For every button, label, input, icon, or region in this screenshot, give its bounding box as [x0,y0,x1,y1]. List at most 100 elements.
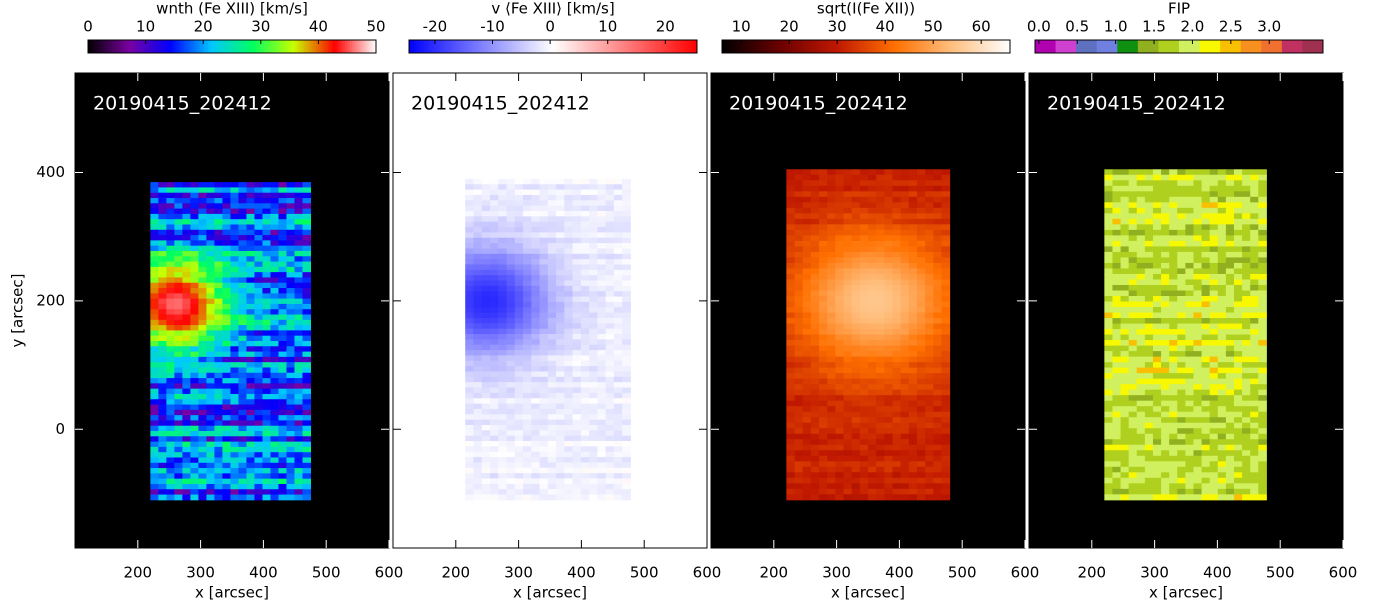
image-cell [909,318,918,324]
image-cell [246,389,255,395]
image-cell [254,410,263,416]
image-cell [606,409,615,415]
image-cell [230,304,239,310]
image-cell [302,447,311,453]
image-cell [606,361,615,367]
image-cell [581,243,590,249]
image-cell [523,200,532,206]
image-cell [465,398,474,404]
image-cell [795,213,804,219]
image-cell [206,315,215,321]
image-cell [1250,213,1259,219]
image-cell [302,182,311,188]
image-cell [507,302,516,308]
image-cell [933,290,942,296]
image-cell [465,307,474,313]
image-cell [933,368,942,374]
image-cell [1169,406,1178,412]
image-cell [589,457,598,463]
colorbar-segment [254,40,257,53]
image-cell [786,296,795,302]
image-cell [606,350,615,356]
image-cell [498,361,507,367]
image-cell [909,268,918,274]
image-cell [286,426,295,432]
image-cell [270,405,279,411]
image-cell [1145,395,1154,401]
image-cell [254,288,263,294]
image-cell [556,388,565,394]
image-cell [531,318,540,324]
image-cell [795,252,804,258]
image-cell [1121,263,1130,269]
image-cell [531,468,540,474]
image-cell [214,272,223,278]
image-cell [868,252,877,258]
image-cell [556,468,565,474]
image-cell [1226,257,1235,263]
image-cell [507,206,516,212]
image-cell [230,468,239,474]
image-area [786,169,950,500]
image-cell [564,361,573,367]
image-cell [498,446,507,452]
image-cell [1137,252,1146,258]
image-cell [490,297,499,303]
image-cell [941,241,950,247]
image-cell [597,313,606,319]
image-cell [884,235,893,241]
image-cell [556,441,565,447]
image-cell [182,209,191,215]
image-cell [901,279,910,285]
image-cell [507,275,516,281]
image-cell [246,209,255,215]
image-cell [1153,263,1162,269]
image-cell [1104,257,1113,263]
image-cell [1169,313,1178,319]
image-cell [786,302,795,308]
image-cell [294,452,303,458]
image-cell [581,238,590,244]
image-cell [465,302,474,308]
image-cell [507,420,516,426]
image-cell [1242,279,1251,285]
image-cell [803,406,812,412]
colorbar-segment [299,40,302,53]
image-cell [1177,230,1186,236]
image-cell [230,383,239,389]
image-cell [270,203,279,209]
image-cell [515,329,524,335]
colorbar-segment [416,40,419,53]
image-cell [531,457,540,463]
image-cell [1137,390,1146,396]
image-cell [246,193,255,199]
image-cell [540,404,549,410]
image-cell [206,277,215,283]
image-cell [868,208,877,214]
image-cell [1258,202,1267,208]
image-cell [1129,235,1138,241]
image-cell [901,417,910,423]
image-cell [925,274,934,280]
image-cell [844,439,853,445]
image-cell [540,206,549,212]
image-cell [868,423,877,429]
image-cell [1112,395,1121,401]
image-cell [254,367,263,373]
image-cell [909,467,918,473]
image-cell [482,457,491,463]
image-cell [597,243,606,249]
image-cell [278,235,287,241]
image-cell [198,224,207,230]
image-cell [1242,224,1251,230]
image-cell [1169,224,1178,230]
image-cell [465,323,474,329]
image-cell [1210,175,1219,181]
image-cell [507,238,516,244]
image-cell [819,318,828,324]
image-cell [917,434,926,440]
image-cell [182,357,191,363]
image-cell [827,406,836,412]
image-cell [198,431,207,437]
image-cell [222,288,231,294]
